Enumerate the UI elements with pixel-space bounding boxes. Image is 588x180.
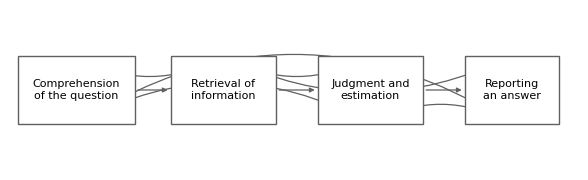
FancyBboxPatch shape <box>18 56 135 124</box>
Text: Reporting
an answer: Reporting an answer <box>483 79 540 101</box>
FancyBboxPatch shape <box>465 56 559 124</box>
Text: Retrieval of
information: Retrieval of information <box>191 79 256 101</box>
Text: Judgment and
estimation: Judgment and estimation <box>331 79 410 101</box>
Text: Comprehension
of the question: Comprehension of the question <box>33 79 120 101</box>
FancyBboxPatch shape <box>318 56 423 124</box>
FancyBboxPatch shape <box>171 56 276 124</box>
